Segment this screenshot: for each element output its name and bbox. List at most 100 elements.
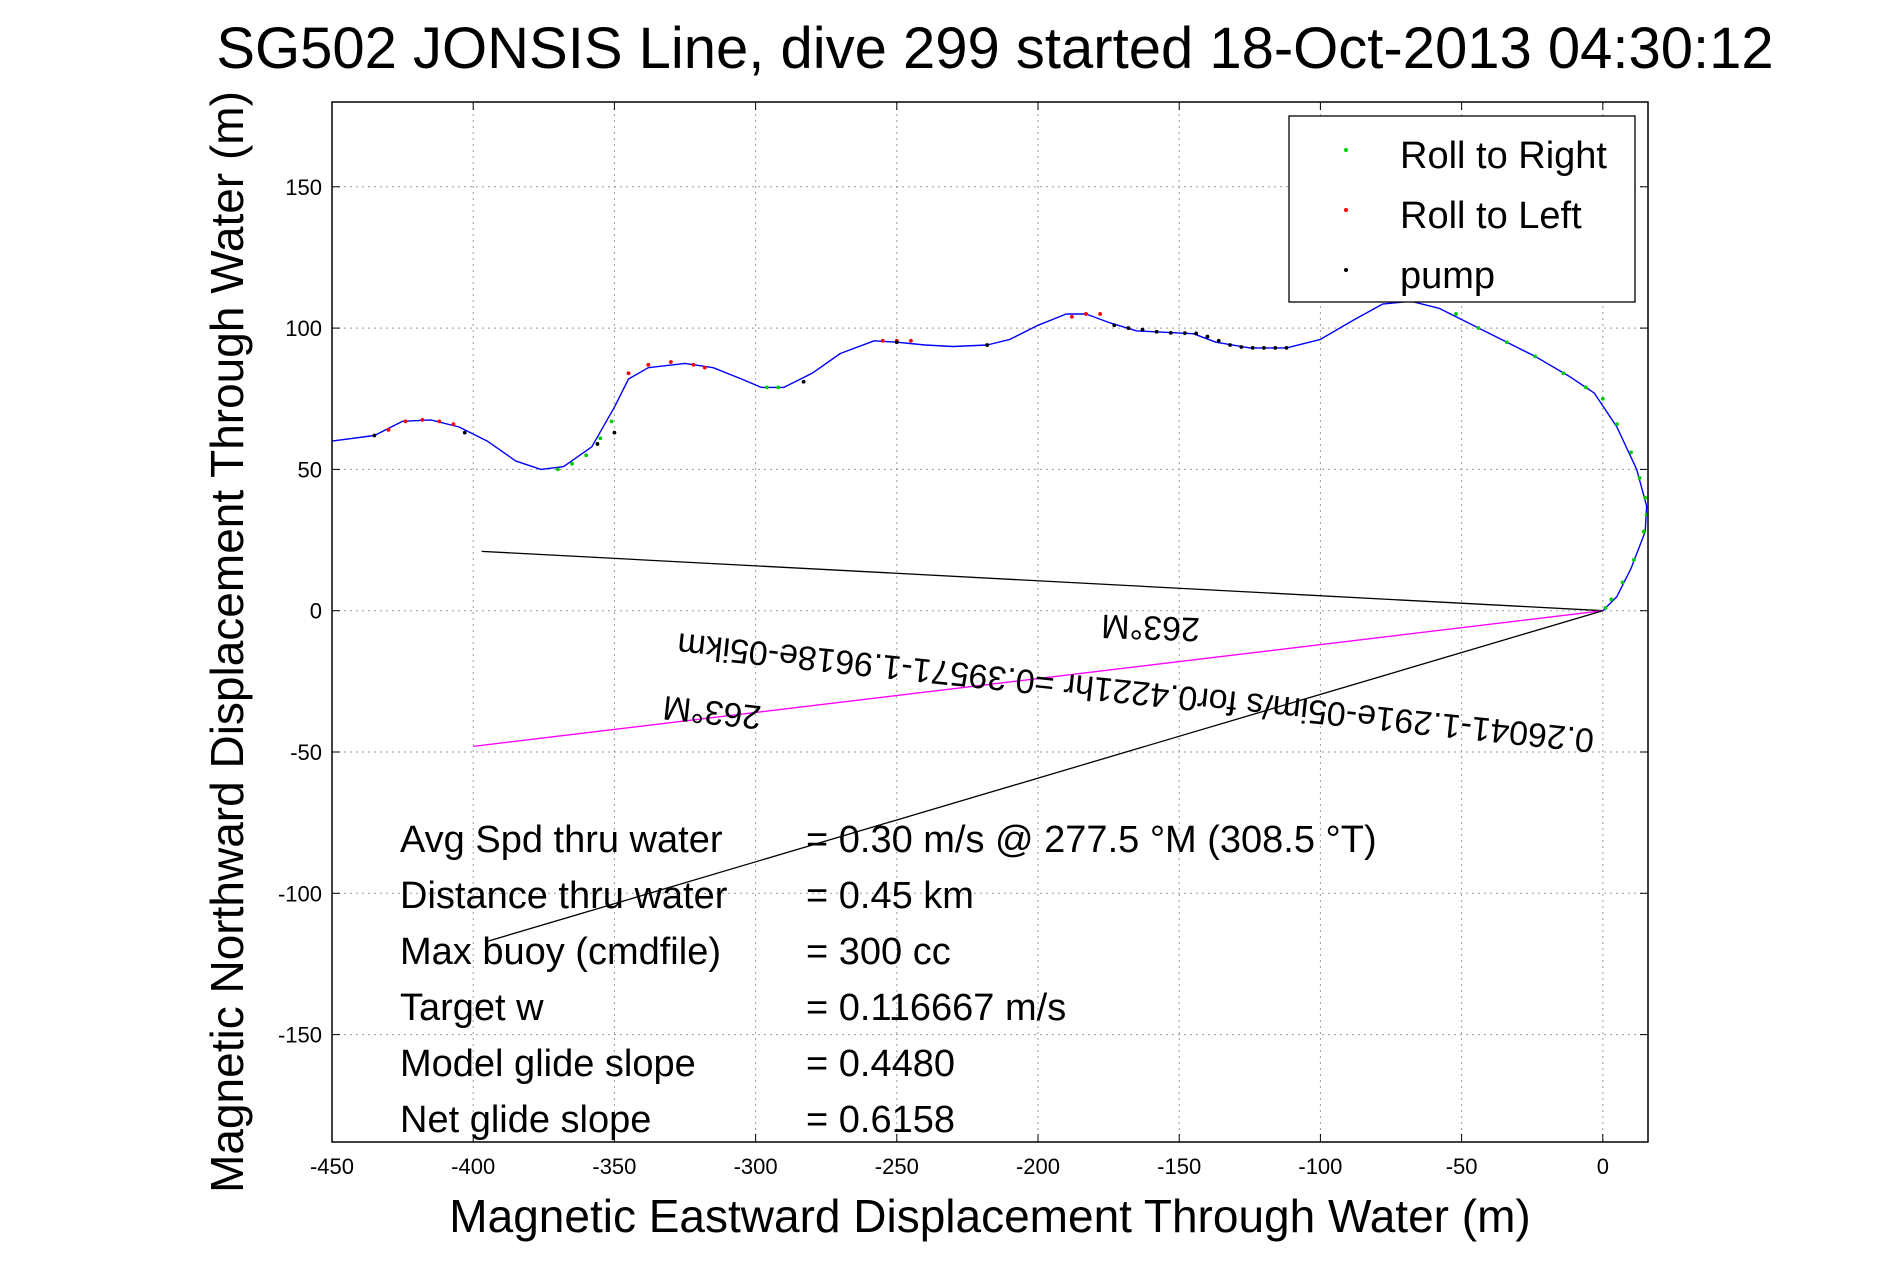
roll-left-point bbox=[646, 362, 651, 367]
roll-right-point bbox=[1615, 422, 1619, 427]
stat-value: = 0.45 km bbox=[806, 875, 974, 917]
roll-right-point bbox=[556, 467, 560, 472]
pump-point bbox=[1250, 345, 1255, 350]
roll-right-point bbox=[1583, 385, 1588, 390]
x-tick-label: 0 bbox=[1597, 1154, 1609, 1179]
vector-net-line bbox=[487, 610, 1604, 942]
pump-point bbox=[1154, 329, 1159, 334]
roll-right-point bbox=[776, 385, 781, 390]
legend-marker bbox=[1344, 208, 1348, 212]
x-tick-label: -300 bbox=[734, 1154, 778, 1179]
stat-label: Max buoy (cmdfile) bbox=[400, 931, 721, 973]
vector-annotation: 263°M bbox=[1101, 607, 1201, 648]
stat-label: Net glide slope bbox=[400, 1099, 651, 1141]
roll-left-point bbox=[668, 360, 673, 364]
pump-point bbox=[801, 379, 806, 384]
pump-point bbox=[985, 343, 990, 347]
pump-point bbox=[1205, 334, 1210, 339]
plot-frame bbox=[331, 101, 1649, 1143]
glider-track bbox=[331, 300, 1648, 612]
roll-right-point bbox=[1637, 475, 1642, 480]
pump-point bbox=[1239, 345, 1244, 349]
x-tick-label: -400 bbox=[451, 1154, 495, 1179]
pump-point bbox=[1140, 327, 1145, 332]
roll-right-point bbox=[584, 453, 589, 458]
pump-point bbox=[372, 433, 377, 438]
roll-right-point bbox=[1631, 557, 1636, 562]
vector-lines bbox=[473, 550, 1604, 942]
x-tick-label: -50 bbox=[1446, 1154, 1478, 1179]
roll-right-point bbox=[765, 385, 769, 390]
roll-right-point bbox=[1643, 495, 1648, 500]
roll-right-point bbox=[1603, 605, 1608, 610]
pump-point bbox=[1126, 326, 1131, 330]
stat-value: = 0.30 m/s @ 277.5 °M (308.5 °T) bbox=[806, 819, 1377, 861]
pump-point bbox=[1284, 345, 1289, 350]
roll-left-point bbox=[1098, 312, 1103, 316]
stat-label: Avg Spd thru water bbox=[400, 819, 723, 861]
roll-right-point bbox=[1609, 597, 1614, 602]
pump-point bbox=[612, 430, 617, 435]
roll-right-point bbox=[1600, 396, 1605, 401]
y-tick-label: -50 bbox=[290, 740, 322, 765]
y-tick-label: 50 bbox=[298, 457, 322, 482]
roll-right-point bbox=[1504, 340, 1509, 345]
stat-label: Model glide slope bbox=[400, 1043, 696, 1085]
stat-value: = 0.4480 bbox=[806, 1043, 955, 1085]
x-tick-label: -150 bbox=[1157, 1154, 1201, 1179]
pump-point bbox=[1112, 323, 1117, 328]
y-tick-label: -100 bbox=[278, 881, 322, 906]
roll-left-point bbox=[691, 362, 696, 367]
y-tick-label: 150 bbox=[285, 175, 322, 200]
legend-entry: pump bbox=[1400, 255, 1495, 297]
dive-statistics: Avg Spd thru water = 0.30 m/s @ 277.5 °M … bbox=[400, 819, 1377, 1141]
legend-marker bbox=[1344, 148, 1348, 152]
chart-title: SG502 JONSIS Line, dive 299 started 18-O… bbox=[216, 16, 1773, 81]
roll-right-point bbox=[1629, 450, 1633, 455]
roll-right-point bbox=[1454, 312, 1458, 316]
x-tick-label: -100 bbox=[1298, 1154, 1342, 1179]
legend: Roll to Right Roll to Left pump bbox=[1288, 115, 1636, 303]
pump-point bbox=[1168, 330, 1173, 335]
pump-point bbox=[1216, 338, 1221, 343]
x-tick-label: -450 bbox=[310, 1154, 354, 1179]
pump-point bbox=[1262, 345, 1266, 350]
pump-point bbox=[894, 340, 899, 345]
y-tick-label: 100 bbox=[285, 316, 322, 341]
roll-left-point bbox=[626, 371, 631, 376]
roll-left-point bbox=[1069, 314, 1074, 319]
stat-value: = 300 cc bbox=[806, 931, 951, 973]
y-tick-label: -150 bbox=[278, 1023, 322, 1048]
x-tick-label: -350 bbox=[592, 1154, 636, 1179]
track-line bbox=[331, 300, 1648, 612]
roll-right-point bbox=[1620, 580, 1625, 585]
legend-entry: Roll to Right bbox=[1400, 135, 1607, 177]
roll-left-point bbox=[702, 365, 707, 370]
roll-right-point bbox=[1561, 371, 1566, 376]
y-tick-label: 0 bbox=[310, 599, 322, 624]
roll-left-point bbox=[420, 418, 425, 422]
stat-value: = 0.116667 m/s bbox=[806, 987, 1066, 1029]
pump-point bbox=[1273, 345, 1278, 350]
pump-point bbox=[595, 442, 600, 446]
legend-entry: Roll to Left bbox=[1400, 195, 1582, 237]
vector-current-line bbox=[481, 550, 1603, 612]
x-tick-label: -200 bbox=[1016, 1154, 1060, 1179]
roll-left-point bbox=[880, 338, 885, 343]
vector-heading-line bbox=[473, 610, 1603, 747]
stat-label: Distance thru water bbox=[400, 875, 728, 917]
x-tick-label: -250 bbox=[875, 1154, 919, 1179]
pump-point bbox=[462, 430, 467, 435]
roll-right-point bbox=[570, 461, 574, 466]
x-axis-title: Magnetic Eastward Displacement Through W… bbox=[449, 1190, 1530, 1242]
roll-left-point bbox=[909, 338, 913, 343]
roll-right-point bbox=[1641, 529, 1646, 534]
roll-left-point bbox=[386, 427, 391, 432]
roll-right-point bbox=[609, 419, 614, 424]
roll-left-point bbox=[1084, 312, 1088, 316]
roll-right-point bbox=[1533, 354, 1537, 359]
legend-marker bbox=[1344, 268, 1348, 272]
pump-point bbox=[1194, 331, 1199, 336]
axis-ticks: -450 -400 -350 -300 -250 -200 -150 -100 -50 0 -150… bbox=[278, 102, 1648, 1179]
roll-right-point bbox=[598, 436, 603, 441]
